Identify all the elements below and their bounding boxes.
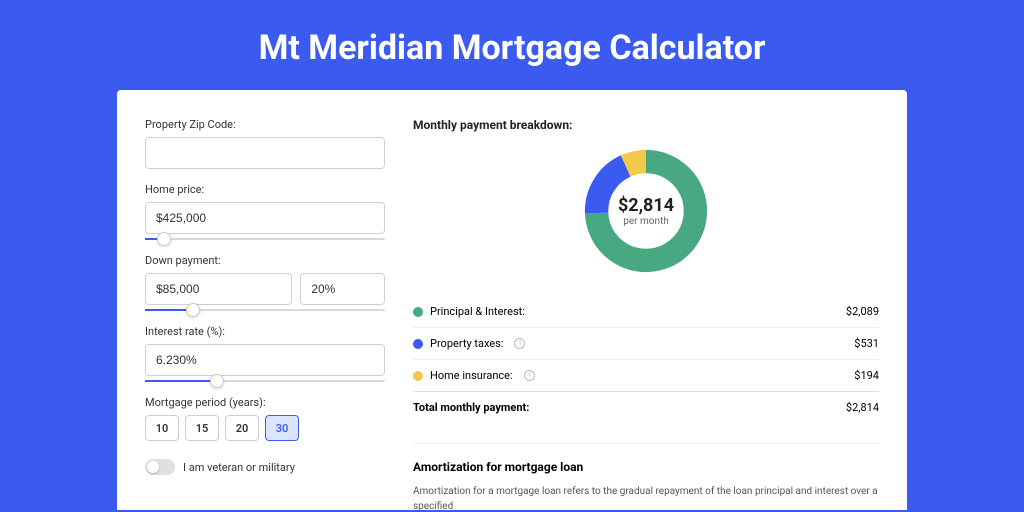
home-price-field-group: Home price: [145,183,385,240]
interest-rate-slider[interactable] [145,380,385,382]
legend-dot [413,339,423,349]
period-button-15[interactable]: 15 [185,415,219,441]
down-payment-label: Down payment: [145,254,385,267]
info-icon[interactable]: ? [514,338,525,349]
down-payment-amount-input[interactable] [145,273,292,305]
period-button-20[interactable]: 20 [225,415,259,441]
breakdown-title: Monthly payment breakdown: [413,118,879,132]
zip-label: Property Zip Code: [145,118,385,131]
breakdown-row: Property taxes:? $531 [413,327,879,359]
down-payment-percent-input[interactable] [300,273,385,305]
breakdown-label: Home insurance: [430,369,513,382]
page-title: Mt Meridian Mortgage Calculator [0,0,1024,90]
amortization-text: Amortization for a mortgage loan refers … [413,484,879,510]
period-field-group: Mortgage period (years): 10152030 [145,396,385,441]
donut-amount: $2,814 [618,195,674,216]
total-value: $2,814 [846,401,879,414]
home-price-input[interactable] [145,202,385,234]
donut-chart: $2,814 per month [581,146,711,276]
veteran-toggle-row: I am veteran or military [145,459,385,475]
period-button-10[interactable]: 10 [145,415,179,441]
legend-dot [413,371,423,381]
interest-rate-field-group: Interest rate (%): [145,325,385,382]
form-panel: Property Zip Code: Home price: Down paym… [145,118,385,510]
breakdown-value: $194 [854,369,879,382]
calculator-card: Property Zip Code: Home price: Down paym… [117,90,907,510]
info-icon[interactable]: ? [524,370,535,381]
period-label: Mortgage period (years): [145,396,385,409]
period-button-30[interactable]: 30 [265,415,299,441]
home-price-label: Home price: [145,183,385,196]
amortization-title: Amortization for mortgage loan [413,460,879,474]
interest-rate-input[interactable] [145,344,385,376]
total-label: Total monthly payment: [413,401,529,414]
down-payment-slider[interactable] [145,309,385,311]
breakdown-value: $531 [854,337,879,350]
amortization-section: Amortization for mortgage loan Amortizat… [413,443,879,510]
veteran-toggle-label: I am veteran or military [183,461,295,474]
breakdown-row: Principal & Interest: $2,089 [413,296,879,327]
home-price-slider[interactable] [145,238,385,240]
interest-rate-label: Interest rate (%): [145,325,385,338]
breakdown-row: Home insurance:? $194 [413,359,879,391]
legend-dot [413,307,423,317]
donut-chart-wrap: $2,814 per month [413,146,879,276]
breakdown-label: Property taxes: [430,337,503,350]
donut-sub: per month [618,216,674,227]
zip-field-group: Property Zip Code: [145,118,385,169]
total-row: Total monthly payment: $2,814 [413,391,879,423]
down-payment-field-group: Down payment: [145,254,385,311]
zip-input[interactable] [145,137,385,169]
breakdown-value: $2,089 [846,305,879,318]
breakdown-label: Principal & Interest: [430,305,525,318]
veteran-toggle[interactable] [145,459,175,475]
breakdown-panel: Monthly payment breakdown: $2,814 per mo… [413,118,879,510]
